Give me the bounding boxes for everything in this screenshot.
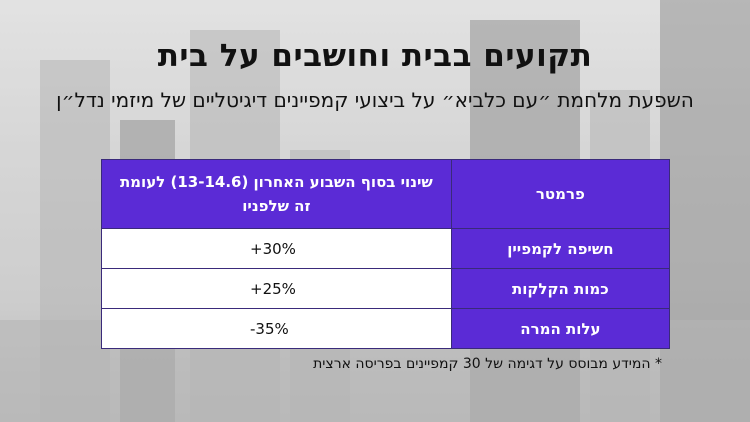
row-label-clicks: כמות הקלקות bbox=[450, 268, 671, 309]
row-value-exposure: +30% bbox=[101, 228, 452, 269]
table-row: כמות הקלקות +25% bbox=[101, 268, 671, 309]
page-subtitle: השפעת מלחמת ״עם כלביא״ על ביצועי קמפייני… bbox=[56, 88, 694, 112]
row-label-conversion-cost: עלות המרה bbox=[450, 308, 671, 349]
column-header-param: פרמטר bbox=[450, 159, 671, 229]
table-row: חשיפה לקמפיין +30% bbox=[101, 228, 671, 269]
row-value-clicks: +25% bbox=[101, 268, 452, 309]
column-header-change: שינוי בסוף השבוע האחרון (13-14.6) לעומת … bbox=[101, 159, 452, 229]
table-header-row: פרמטר שינוי בסוף השבוע האחרון (13-14.6) … bbox=[101, 159, 671, 229]
data-table: פרמטר שינוי בסוף השבוע האחרון (13-14.6) … bbox=[101, 159, 671, 349]
row-value-conversion-cost: -35% bbox=[101, 308, 452, 349]
table-row: עלות המרה -35% bbox=[101, 308, 671, 349]
page-title: תקועים בבית וחושבים על בית bbox=[157, 38, 593, 74]
row-label-exposure: חשיפה לקמפיין bbox=[450, 228, 671, 269]
footnote: * המידע מבוסס על דגימה של 30 קמפיינים בפ… bbox=[313, 356, 662, 372]
